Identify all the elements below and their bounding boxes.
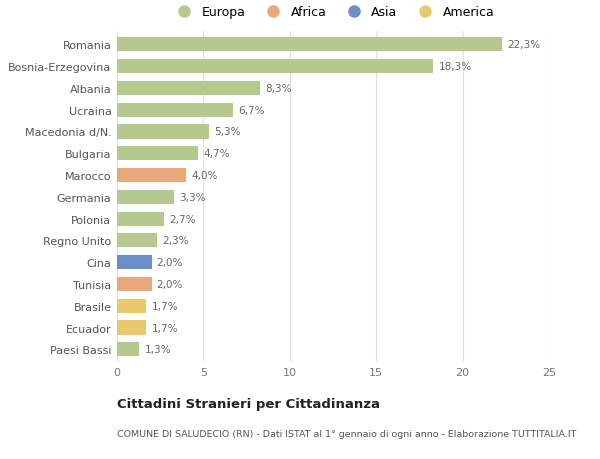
Bar — [117, 125, 209, 139]
Text: 1,3%: 1,3% — [145, 345, 171, 354]
Bar — [117, 277, 152, 291]
Text: Cittadini Stranieri per Cittadinanza: Cittadini Stranieri per Cittadinanza — [117, 397, 380, 410]
Legend: Europa, Africa, Asia, America: Europa, Africa, Asia, America — [168, 2, 498, 22]
Bar — [117, 82, 260, 96]
Bar — [117, 342, 139, 357]
Text: 4,7%: 4,7% — [203, 149, 230, 159]
Bar — [117, 190, 174, 204]
Text: 2,0%: 2,0% — [157, 257, 183, 268]
Text: 4,0%: 4,0% — [191, 171, 218, 181]
Text: 2,0%: 2,0% — [157, 280, 183, 289]
Bar — [117, 256, 152, 270]
Text: 2,3%: 2,3% — [162, 236, 188, 246]
Text: 2,7%: 2,7% — [169, 214, 196, 224]
Text: COMUNE DI SALUDECIO (RN) - Dati ISTAT al 1° gennaio di ogni anno - Elaborazione : COMUNE DI SALUDECIO (RN) - Dati ISTAT al… — [117, 429, 577, 438]
Bar — [117, 38, 502, 52]
Bar — [117, 299, 146, 313]
Text: 18,3%: 18,3% — [439, 62, 472, 72]
Text: 1,7%: 1,7% — [152, 323, 178, 333]
Bar — [117, 321, 146, 335]
Bar — [117, 147, 198, 161]
Text: 6,7%: 6,7% — [238, 106, 265, 115]
Bar — [117, 234, 157, 248]
Text: 8,3%: 8,3% — [266, 84, 292, 94]
Bar — [117, 212, 164, 226]
Bar — [117, 60, 433, 74]
Text: 22,3%: 22,3% — [508, 40, 541, 50]
Text: 1,7%: 1,7% — [152, 301, 178, 311]
Text: 3,3%: 3,3% — [179, 192, 206, 202]
Text: 5,3%: 5,3% — [214, 127, 240, 137]
Bar — [117, 103, 233, 118]
Bar — [117, 168, 186, 183]
